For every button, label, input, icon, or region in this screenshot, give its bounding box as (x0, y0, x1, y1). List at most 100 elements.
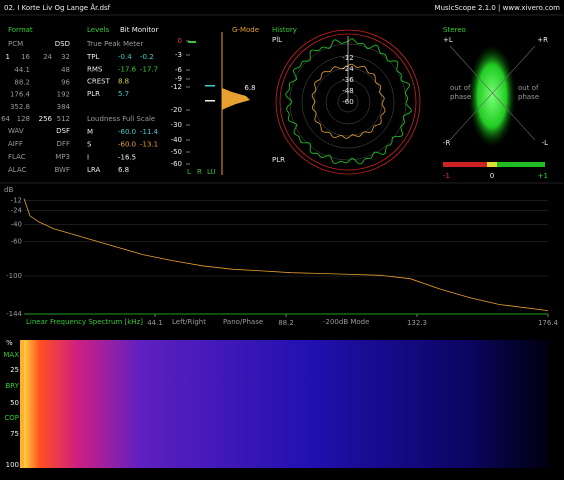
axis-title: Linear Frequency Spectrum [kHz] (26, 318, 143, 326)
level-value: 5.7 (118, 90, 129, 98)
container: AIFF (8, 140, 23, 148)
loudness-value: -60.0 (118, 128, 136, 136)
container: ALAC (8, 166, 27, 174)
rms-bar (205, 85, 215, 87)
phase-label: out of (518, 84, 539, 92)
level-value: 8.8 (118, 78, 129, 86)
spectrogram-label: % (6, 339, 13, 347)
loudness-value: -11.4 (140, 128, 159, 136)
x-tick-label: 44.1 (147, 319, 163, 327)
x-tick-label: 132.3 (407, 319, 427, 327)
correlation-bar (497, 162, 545, 167)
panel-title: G-Mode (232, 26, 259, 34)
correlation-bar (443, 162, 487, 167)
spectrogram-label: 25 (10, 366, 19, 374)
loudness-histogram (222, 88, 250, 110)
container: WAV (8, 127, 24, 135)
app-title: MusicScope 2.1.0 | www.xivero.com (435, 4, 561, 12)
container: BWF (54, 166, 70, 174)
panel-tab: Bit Monitor (120, 26, 158, 34)
meter-scale: -40 (171, 136, 182, 144)
history-trace (285, 38, 412, 165)
bit-depth: 32 (61, 53, 70, 61)
y-tick-label: -60 (11, 238, 22, 246)
section-title: Loudness Full Scale (87, 115, 155, 123)
level-value: -17.6 (118, 65, 137, 73)
spectrogram-label: 100 (6, 461, 19, 469)
level-value: -0.4 (118, 53, 132, 61)
x-tick-label: 88.2 (278, 319, 294, 327)
format-label: PCM (8, 40, 23, 48)
spectrogram-label: 75 (10, 430, 19, 438)
meter-channel: L (187, 168, 191, 176)
ring-label: -12 (342, 54, 353, 62)
history-ring (275, 29, 421, 175)
spectrogram-label: BRY (6, 382, 20, 390)
sample-rate: 176.4 (10, 91, 31, 99)
meter-scale: -60 (171, 160, 182, 168)
history-label: PlL (272, 36, 282, 44)
history-ring (279, 33, 417, 171)
container: MP3 (55, 153, 70, 161)
rms-bar (205, 100, 215, 102)
phase-label: out of (450, 84, 471, 92)
format-label: DSD (55, 40, 70, 48)
level-label: TPL (86, 53, 99, 61)
y-tick-label: -24 (11, 207, 23, 215)
peak-bar (188, 41, 196, 43)
meter-scale: -20 (171, 106, 182, 114)
y-tick-label: -100 (6, 272, 22, 280)
stereo-corner: +L (443, 36, 453, 44)
meter-scale: -12 (171, 83, 182, 91)
spectrum-line (23, 198, 549, 311)
meter-scale: -9 (175, 75, 182, 83)
level-label: PLR (87, 90, 100, 98)
level-value: -0.2 (140, 53, 154, 61)
meter-scale: -3 (175, 51, 182, 59)
panel-title: Format (8, 26, 33, 34)
spectrogram-label: COP (4, 414, 19, 422)
loudness-label: I (87, 153, 89, 161)
level-value: -17.7 (140, 65, 158, 73)
history-label: PLR (272, 156, 285, 164)
loudness-label: LRA (87, 166, 100, 174)
sample-rate: 48 (61, 66, 70, 74)
loudness-label: S (87, 141, 92, 149)
loudness-value: -13.1 (140, 141, 158, 149)
spectrogram-label: MAX (3, 351, 19, 359)
dsd-rate: 512 (57, 115, 70, 123)
bit-depth: 24 (43, 53, 52, 61)
loudness-value: 6.8 (118, 166, 129, 174)
x-tick-label: 176.4 (538, 319, 559, 327)
mode-button: -200dB Mode (323, 318, 369, 326)
file-name: 02. I Korte Liv Og Lange År.dsf (4, 3, 111, 12)
sample-rate: 384 (57, 103, 71, 111)
history-trace (311, 63, 386, 139)
level-label: RMS (87, 65, 103, 73)
dsd-rate: 64 (1, 115, 10, 123)
stereo-corner: -R (443, 139, 451, 147)
spectrogram-label: 50 (10, 399, 19, 407)
level-label: CREST (87, 78, 111, 86)
stereo-axis (449, 45, 536, 141)
sample-rate: 88.2 (14, 78, 30, 86)
loudness-label: M (87, 128, 93, 136)
stereo-corner: -L (542, 139, 549, 147)
dsd-rate: 256 (39, 115, 53, 123)
correlation-scale: 0 (490, 172, 494, 180)
stereo-corner: +R (537, 36, 548, 44)
y-tick-label: -40 (11, 220, 22, 228)
bit-depth: 1 (6, 53, 10, 61)
correlation-scale: +1 (538, 172, 548, 180)
phase-label: phase (518, 93, 539, 101)
y-tick-label: -12 (11, 196, 22, 204)
sample-rate: 96 (61, 78, 70, 86)
ring-label: -48 (342, 87, 353, 95)
spectrogram-edge (20, 340, 24, 468)
meter-channel: R (197, 168, 202, 176)
ring-label: -60 (342, 98, 353, 106)
meter-scale: -50 (171, 148, 182, 156)
panel-title: History (272, 26, 297, 34)
sample-rate: 44.1 (14, 66, 30, 74)
panel-title: Levels (87, 26, 109, 34)
